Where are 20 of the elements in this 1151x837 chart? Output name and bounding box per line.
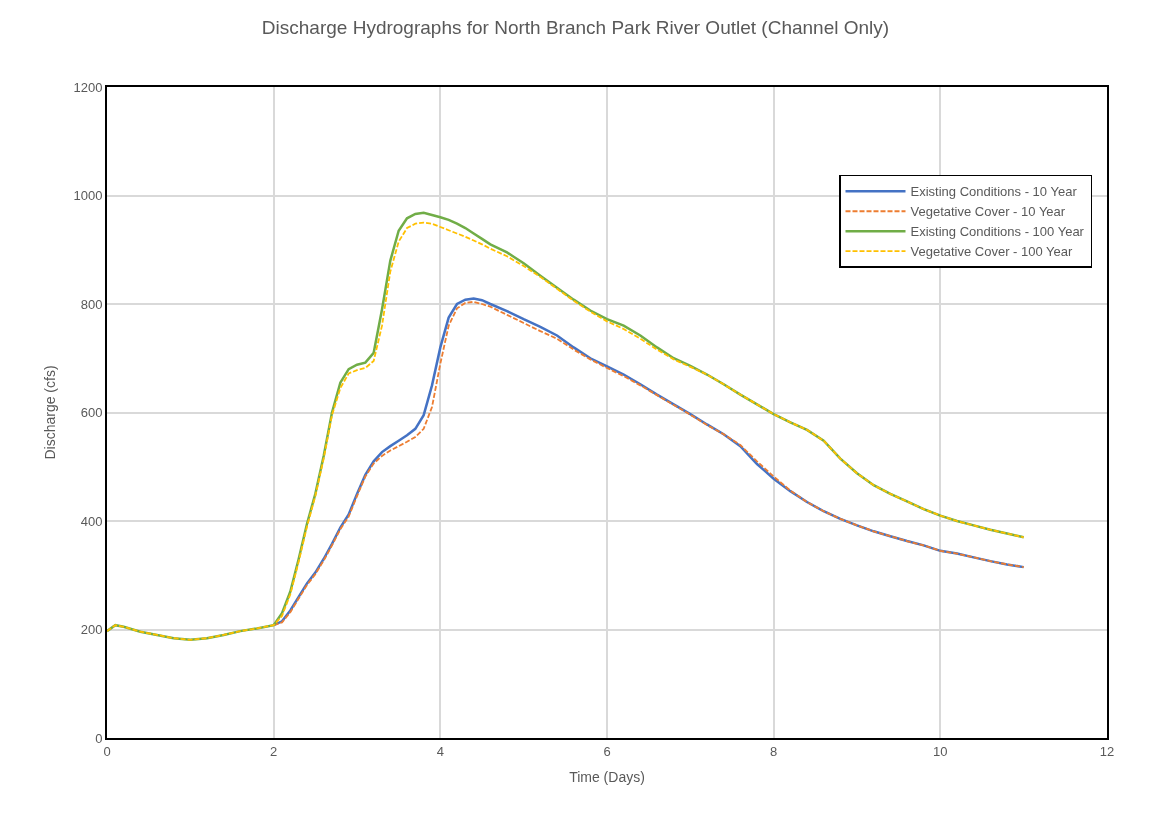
y-tick-label: 1000 xyxy=(73,188,103,204)
y-tick-label: 1200 xyxy=(73,79,103,95)
legend-label: Existing Conditions - 100 Year xyxy=(910,224,1085,240)
x-tick-label: 12 xyxy=(1099,743,1115,759)
y-tick-label: 400 xyxy=(80,513,103,529)
x-tick-label: 6 xyxy=(603,743,611,759)
legend-label: Vegetative Cover - 10 Year xyxy=(910,204,1066,220)
legend-label: Vegetative Cover - 100 Year xyxy=(910,244,1074,260)
x-tick-label: 8 xyxy=(770,743,778,759)
x-tick-label: 2 xyxy=(270,743,278,759)
y-tick-label: 600 xyxy=(80,405,103,421)
legend-label: Existing Conditions - 10 Year xyxy=(910,184,1078,200)
y-tick-label: 800 xyxy=(80,296,103,312)
x-axis-title: Time (Days) xyxy=(569,769,645,786)
chart-title: Discharge Hydrographs for North Branch Park River Outlet (Channel Only) xyxy=(261,17,890,39)
x-tick-label: 10 xyxy=(933,743,948,759)
y-tick-label: 0 xyxy=(95,730,103,746)
y-axis-title: Discharge (cfs) xyxy=(41,365,58,460)
y-tick-label: 200 xyxy=(80,622,103,638)
x-tick-label: 4 xyxy=(436,743,444,759)
